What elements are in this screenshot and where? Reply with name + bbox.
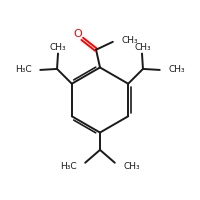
Text: CH₃: CH₃ (49, 43, 66, 52)
Text: CH₃: CH₃ (121, 36, 138, 45)
Text: CH₃: CH₃ (168, 65, 185, 74)
Text: CH₃: CH₃ (123, 162, 140, 171)
Text: O: O (74, 29, 82, 39)
Text: H₃C: H₃C (15, 65, 32, 74)
Text: CH₃: CH₃ (134, 43, 151, 52)
Text: H₃C: H₃C (60, 162, 77, 171)
